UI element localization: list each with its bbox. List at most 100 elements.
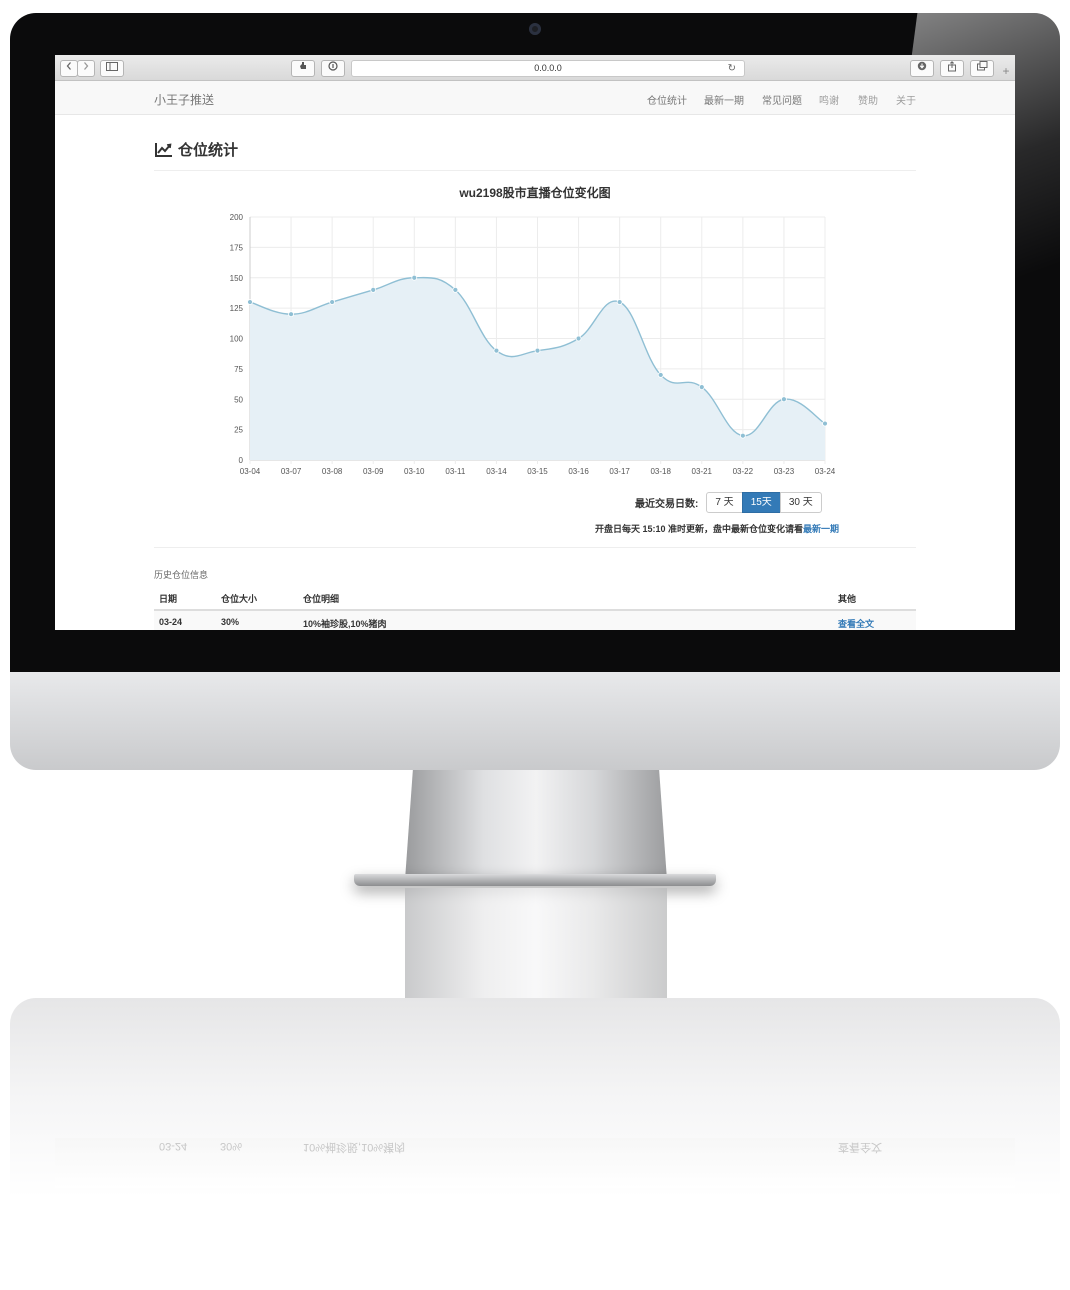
x-tick-label: 03-23 — [774, 467, 795, 476]
share-icon — [948, 61, 956, 72]
position-area-chart: wu2198股市直播仓位变化图 0 25 50 75 100 125 150 175 200 0… — [230, 185, 836, 476]
reflection-detail: 10%袖珍股,10%猪肉 — [303, 1141, 406, 1153]
chevron-left-icon — [66, 62, 71, 70]
chart-points — [247, 274, 828, 439]
download-icon — [917, 61, 927, 71]
chart-line — [249, 276, 826, 437]
x-tick-label: 03-17 — [609, 467, 630, 476]
latest-issue-link[interactable]: 最新一期 — [802, 524, 839, 534]
nav-link-position-stats[interactable]: 仓位统计 — [647, 96, 687, 107]
screen-reflection: 03-24 30% 10%袖珍股,10%猪肉 查看全文 — [55, 1138, 1015, 1188]
chevron-right-icon — [84, 62, 89, 70]
y-tick-label: 100 — [230, 335, 244, 344]
y-tick-label: 75 — [234, 365, 243, 374]
data-point — [616, 299, 623, 305]
y-tick-label: 150 — [230, 274, 244, 283]
data-point — [493, 347, 500, 354]
days-30-button[interactable]: 30 天 — [779, 492, 822, 513]
hand-icon — [300, 62, 306, 69]
y-tick-label: 125 — [230, 304, 244, 313]
read-full-link[interactable]: 查看全文 — [838, 619, 875, 629]
data-point — [370, 287, 377, 293]
nav-link-about[interactable]: 关于 — [896, 96, 916, 107]
column-header-size: 仓位大小 — [221, 594, 258, 604]
x-tick-label: 03-08 — [322, 467, 343, 476]
x-tick-label: 03-24 — [815, 467, 836, 476]
title-divider — [154, 170, 916, 171]
reflection-other: 查看全文 — [838, 1141, 882, 1153]
reload-icon[interactable]: ↻ — [727, 63, 736, 74]
url-text: 0.0.0.0 — [534, 63, 562, 73]
site-navbar: 小王子推送 仓位统计 最新一期 常见问题 鸣谢 赞助 关于 — [55, 81, 1015, 115]
x-tick-label: 03-21 — [692, 467, 713, 476]
camera — [529, 23, 541, 35]
sidebar-button[interactable] — [100, 60, 124, 77]
downloads-button[interactable] — [910, 60, 934, 77]
stand-reflection — [405, 888, 667, 1000]
row-size: 30% — [221, 617, 240, 627]
monitor-stand-neck — [405, 770, 667, 880]
x-tick-label: 03-18 — [650, 467, 671, 476]
chart-area-fill — [250, 277, 825, 460]
tabs-button[interactable] — [970, 60, 994, 77]
x-tick-label: 03-16 — [568, 467, 589, 476]
nav-link-sponsor[interactable]: 赞助 — [858, 96, 878, 107]
data-point — [575, 335, 582, 342]
update-note: 开盘日每天 15:10 准时更新，盘中最新仓位变化请看最新一期 — [595, 522, 839, 535]
x-tick-label: 03-11 — [445, 467, 465, 476]
reflection-date: 03-24 — [159, 1140, 188, 1152]
x-tick-label: 03-09 — [363, 467, 384, 476]
new-tab-button[interactable]: + — [1002, 64, 1010, 78]
page-title-text: 仓位统计 — [178, 142, 239, 159]
table-header-line — [154, 609, 916, 611]
column-header-other: 其他 — [838, 594, 857, 604]
update-note-text: 开盘日每天 15:10 准时更新，盘中最新仓位变化请看 — [594, 524, 803, 534]
data-point — [329, 299, 336, 305]
data-point — [411, 274, 418, 281]
y-tick-label: 200 — [230, 213, 244, 222]
days-label: 最近交易日数: — [635, 499, 699, 510]
data-point — [247, 299, 253, 305]
data-point — [288, 311, 294, 318]
chart-y-ticks: 0 25 50 75 100 125 150 175 200 — [230, 213, 244, 465]
data-point — [781, 396, 787, 403]
row-detail: 10%袖珍股,10%猪肉 — [303, 619, 387, 629]
x-tick-label: 03-15 — [527, 467, 548, 476]
data-point — [822, 420, 828, 427]
days-15-button[interactable]: 15天 — [741, 492, 781, 513]
column-header-date: 日期 — [159, 594, 178, 604]
x-tick-label: 03-07 — [281, 467, 302, 476]
days-7-button[interactable]: 7 天 — [706, 492, 743, 513]
y-tick-label: 175 — [230, 243, 244, 252]
y-tick-label: 50 — [234, 395, 243, 404]
nav-link-faq[interactable]: 常见问题 — [762, 96, 802, 107]
days-selector: 最近交易日数: 7 天 15天 30 天 — [635, 492, 822, 513]
chart-title: wu2198股市直播仓位变化图 — [458, 185, 610, 200]
row-date: 03-24 — [159, 617, 183, 627]
x-tick-label: 03-10 — [404, 467, 425, 476]
data-point — [534, 347, 541, 354]
reflection-size: 30% — [220, 1140, 243, 1152]
back-button[interactable] — [60, 60, 78, 77]
line-chart-icon — [155, 143, 172, 157]
site-brand[interactable]: 小王子推送 — [154, 93, 215, 107]
table-row — [154, 611, 916, 630]
screen: 0.0.0.0 ↻ + 小王子推送 仓位统计 最新一期 常见问题 鸣谢 赞助 关… — [55, 55, 1015, 630]
y-tick-label: 0 — [239, 456, 244, 465]
row-other: 查看全文 — [838, 617, 874, 630]
monitor-chin — [10, 672, 1060, 770]
nav-link-latest-issue[interactable]: 最新一期 — [704, 96, 744, 107]
data-point — [698, 384, 705, 391]
browser-toolbar: 0.0.0.0 ↻ + — [55, 55, 1015, 81]
info-icon — [328, 61, 338, 71]
extension-button[interactable] — [291, 60, 315, 77]
chart-x-ticks: 03-04 03-07 03-08 03-09 03-10 03-11 03-14 03-15… — [240, 467, 836, 476]
history-title: 历史仓位信息 — [154, 570, 209, 580]
address-bar[interactable]: 0.0.0.0 ↻ — [351, 60, 745, 77]
share-button[interactable] — [940, 60, 964, 77]
x-tick-label: 03-04 — [240, 467, 261, 476]
forward-button[interactable] — [77, 60, 95, 77]
nav-link-thanks[interactable]: 鸣谢 — [819, 96, 839, 107]
site-info-button[interactable] — [321, 60, 345, 77]
sidebar-icon — [106, 62, 118, 71]
